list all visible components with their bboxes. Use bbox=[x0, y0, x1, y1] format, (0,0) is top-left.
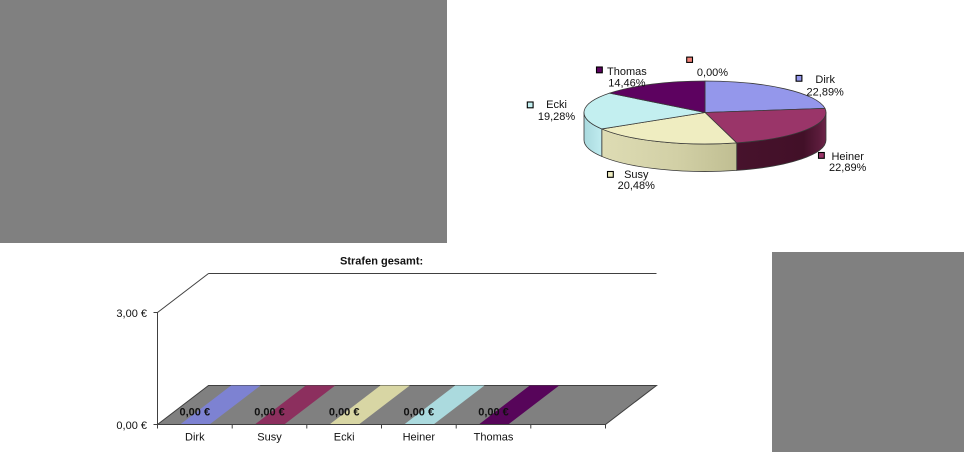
svg-text:Dirk: Dirk bbox=[185, 432, 205, 444]
svg-text:14,46%: 14,46% bbox=[608, 78, 646, 90]
svg-text:0,00 €: 0,00 € bbox=[404, 407, 435, 419]
svg-text:0,00%: 0,00% bbox=[697, 67, 728, 79]
svg-text:Dirk: Dirk bbox=[815, 74, 835, 86]
svg-text:3,00 €: 3,00 € bbox=[116, 308, 147, 320]
svg-text:Heiner: Heiner bbox=[831, 151, 864, 163]
svg-text:0,00 €: 0,00 € bbox=[180, 407, 211, 419]
svg-text:20,48%: 20,48% bbox=[618, 180, 656, 192]
svg-text:Ecki: Ecki bbox=[546, 99, 567, 111]
svg-text:Strafen gesamt:: Strafen gesamt: bbox=[340, 256, 423, 268]
svg-text:19,28%: 19,28% bbox=[538, 111, 576, 123]
svg-text:0,00 €: 0,00 € bbox=[329, 407, 360, 419]
svg-text:0,00 €: 0,00 € bbox=[254, 407, 285, 419]
svg-text:22,89%: 22,89% bbox=[807, 87, 845, 99]
svg-text:Thomas: Thomas bbox=[474, 432, 514, 444]
svg-text:Thomas: Thomas bbox=[607, 66, 647, 78]
svg-text:Susy: Susy bbox=[257, 432, 282, 444]
svg-text:Heiner: Heiner bbox=[403, 432, 436, 444]
svg-text:Ecki: Ecki bbox=[334, 432, 355, 444]
svg-text:Susy: Susy bbox=[624, 169, 649, 181]
svg-text:22,89%: 22,89% bbox=[829, 162, 867, 174]
svg-text:0,00 €: 0,00 € bbox=[478, 407, 509, 419]
svg-text:0,00 €: 0,00 € bbox=[116, 420, 147, 432]
